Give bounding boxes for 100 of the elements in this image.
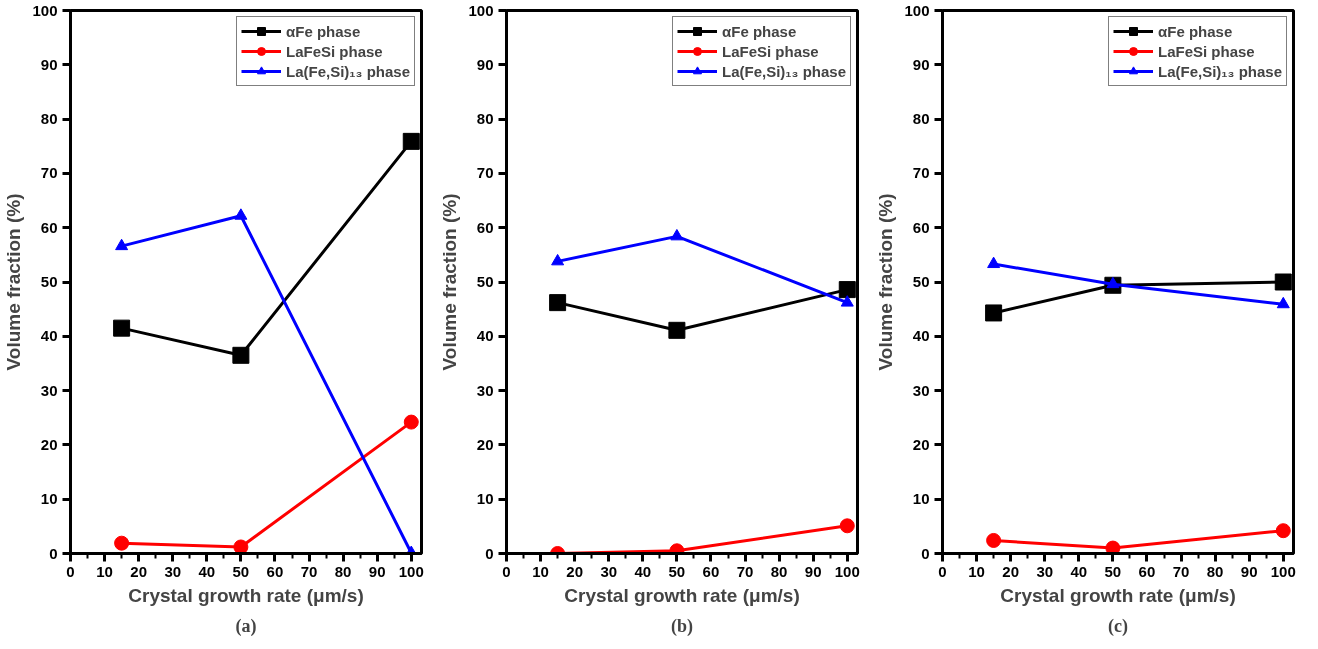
x-tick-label: 100 (1270, 562, 1296, 580)
legend-label: La(Fe,Si)₁₃ phase (1158, 62, 1282, 80)
y-tick-label: 20 (912, 435, 930, 453)
point (985, 304, 1003, 322)
point (234, 208, 248, 220)
x-tick-label: 80 (334, 562, 352, 580)
y-tick-label: 0 (921, 544, 930, 562)
point (549, 294, 567, 312)
legend-label: αFe phase (286, 22, 361, 40)
y-tick-label: 60 (912, 218, 930, 236)
y-axis-title: Volume fraction (%) (439, 193, 461, 371)
y-axis-title: Volume fraction (%) (3, 193, 25, 371)
x-axis-title: Crystal growth rate (μm/s) (128, 584, 364, 606)
y-tick-label: 20 (476, 435, 494, 453)
x-tick-label: 40 (634, 562, 652, 580)
legend-label: La(Fe,Si)₁₃ phase (286, 62, 410, 80)
y-axis-title: Volume fraction (%) (875, 193, 897, 371)
x-tick-label: 60 (702, 562, 720, 580)
x-tick-label: 0 (938, 562, 947, 580)
x-tick-label: 90 (804, 562, 822, 580)
x-tick-label: 50 (232, 562, 250, 580)
y-tick-label: 80 (476, 110, 494, 128)
x-tick-label: 90 (1240, 562, 1258, 580)
x-tick-label: 30 (164, 562, 182, 580)
x-tick-label: 30 (1036, 562, 1054, 580)
x-tick-label: 10 (968, 562, 985, 580)
point (668, 321, 686, 339)
point (232, 346, 250, 364)
point (986, 532, 1002, 548)
y-tick-label: 50 (912, 273, 930, 290)
legend-label: αFe phase (1158, 22, 1233, 40)
text: (c) (1108, 615, 1128, 637)
y-tick-label: 40 (912, 327, 930, 345)
x-tick-label: 70 (1172, 562, 1190, 580)
y-tick-label: 10 (912, 490, 930, 508)
y-tick-label: 10 (476, 490, 494, 508)
y-tick-label: 100 (32, 1, 58, 19)
x-tick-label: 20 (566, 562, 583, 580)
y-tick-label: 40 (476, 327, 494, 345)
x-tick-label: 30 (600, 562, 618, 580)
y-tick-label: 10 (40, 490, 58, 508)
x-tick-label: 80 (770, 562, 788, 580)
y-tick-label: 0 (49, 544, 58, 562)
y-tick-label: 90 (912, 55, 930, 73)
point (114, 535, 130, 551)
y-tick-label: 100 (904, 1, 930, 19)
x-tick-label: 0 (502, 562, 511, 580)
point (838, 281, 856, 299)
y-tick-label: 70 (912, 164, 930, 182)
x-tick-label: 70 (300, 562, 318, 580)
x-tick-label: 20 (130, 562, 147, 580)
y-tick-label: 60 (476, 218, 494, 236)
x-tick-label: 60 (266, 562, 284, 580)
y-tick-label: 50 (40, 273, 58, 290)
point (403, 414, 419, 430)
legend-label: αFe phase (722, 22, 797, 40)
text: (b) (671, 615, 694, 637)
point (1106, 276, 1120, 289)
y-tick-label: 30 (476, 381, 494, 399)
y-tick-label: 60 (40, 218, 58, 236)
y-tick-label: 90 (40, 55, 58, 73)
point (670, 228, 684, 241)
legend-label: LaFeSi phase (1158, 42, 1255, 60)
y-tick-label: 70 (476, 164, 494, 182)
point (233, 539, 249, 554)
legend-label: LaFeSi phase (722, 42, 819, 60)
text: (a) (235, 615, 257, 637)
x-tick-label: 80 (1206, 562, 1224, 580)
point (840, 295, 854, 307)
point (987, 256, 1001, 269)
point (113, 319, 131, 337)
y-tick-label: 30 (40, 381, 58, 399)
point (1276, 296, 1290, 309)
x-axis-title: Crystal growth rate (μm/s) (1000, 584, 1236, 606)
y-tick-label: 0 (485, 544, 494, 562)
x-tick-label: 40 (1070, 562, 1088, 580)
x-tick-label: 20 (1002, 562, 1019, 580)
point (1275, 523, 1291, 539)
y-tick-label: 90 (476, 55, 494, 73)
point (551, 253, 565, 266)
x-tick-label: 10 (96, 562, 113, 580)
legend-label: La(Fe,Si)₁₃ phase (722, 62, 846, 80)
point (1274, 273, 1292, 291)
y-tick-label: 40 (40, 327, 58, 345)
x-tick-label: 90 (368, 562, 386, 580)
x-axis-title: Crystal growth rate (μm/s) (564, 584, 800, 606)
x-tick-label: 0 (66, 562, 75, 580)
x-tick-label: 100 (398, 562, 424, 580)
point (115, 238, 129, 251)
point (402, 132, 420, 150)
y-tick-label: 30 (912, 381, 930, 399)
y-tick-label: 50 (476, 273, 494, 290)
x-tick-label: 10 (532, 562, 549, 580)
y-tick-label: 20 (40, 435, 58, 453)
x-tick-label: 50 (1104, 562, 1122, 580)
y-tick-label: 70 (40, 164, 58, 182)
legend-label: LaFeSi phase (286, 42, 383, 60)
x-tick-label: 50 (668, 562, 686, 580)
y-tick-label: 80 (912, 110, 930, 128)
x-tick-label: 40 (198, 562, 216, 580)
